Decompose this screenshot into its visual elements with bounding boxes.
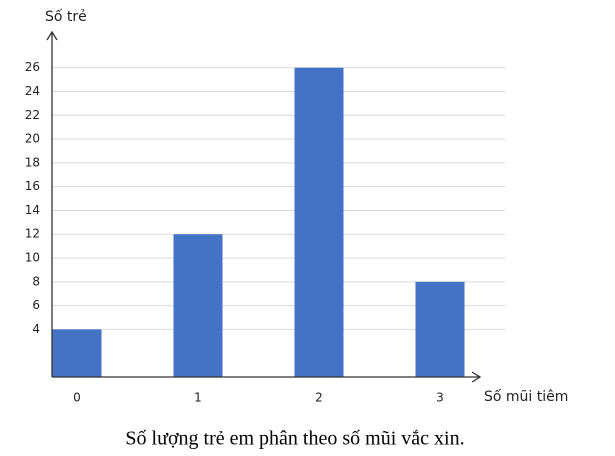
y-tick-label: 20	[25, 132, 40, 146]
y-tick-label: 16	[25, 179, 40, 193]
chart-title: Số lượng trẻ em phân theo số mũi vắc xin…	[125, 428, 464, 450]
x-tick-label: 3	[436, 391, 444, 405]
y-arrow	[46, 30, 58, 41]
bar	[52, 329, 102, 377]
y-tick-label: 26	[25, 60, 40, 74]
bar	[173, 234, 223, 377]
bar	[294, 67, 344, 378]
y-tick-label: 14	[25, 203, 40, 217]
x-tick-label: 2	[315, 391, 323, 405]
y-tick-label: 10	[25, 251, 40, 265]
y-tick-label: 6	[32, 298, 40, 312]
y-axis-label: Số trẻ	[45, 8, 87, 25]
y-tick-label: 4	[32, 322, 40, 336]
x-axis-label: Số mũi tiêm	[484, 388, 568, 405]
x-tick-label: 0	[73, 391, 81, 405]
bar	[415, 281, 465, 377]
y-tick-label: 24	[25, 84, 40, 98]
y-tick-label: 18	[25, 155, 40, 169]
x-arrow	[471, 371, 482, 383]
x-tick-label: 1	[194, 391, 202, 405]
y-tick-label: 12	[25, 227, 40, 241]
y-tick-label: 22	[25, 108, 40, 122]
y-tick-label: 8	[32, 274, 40, 288]
